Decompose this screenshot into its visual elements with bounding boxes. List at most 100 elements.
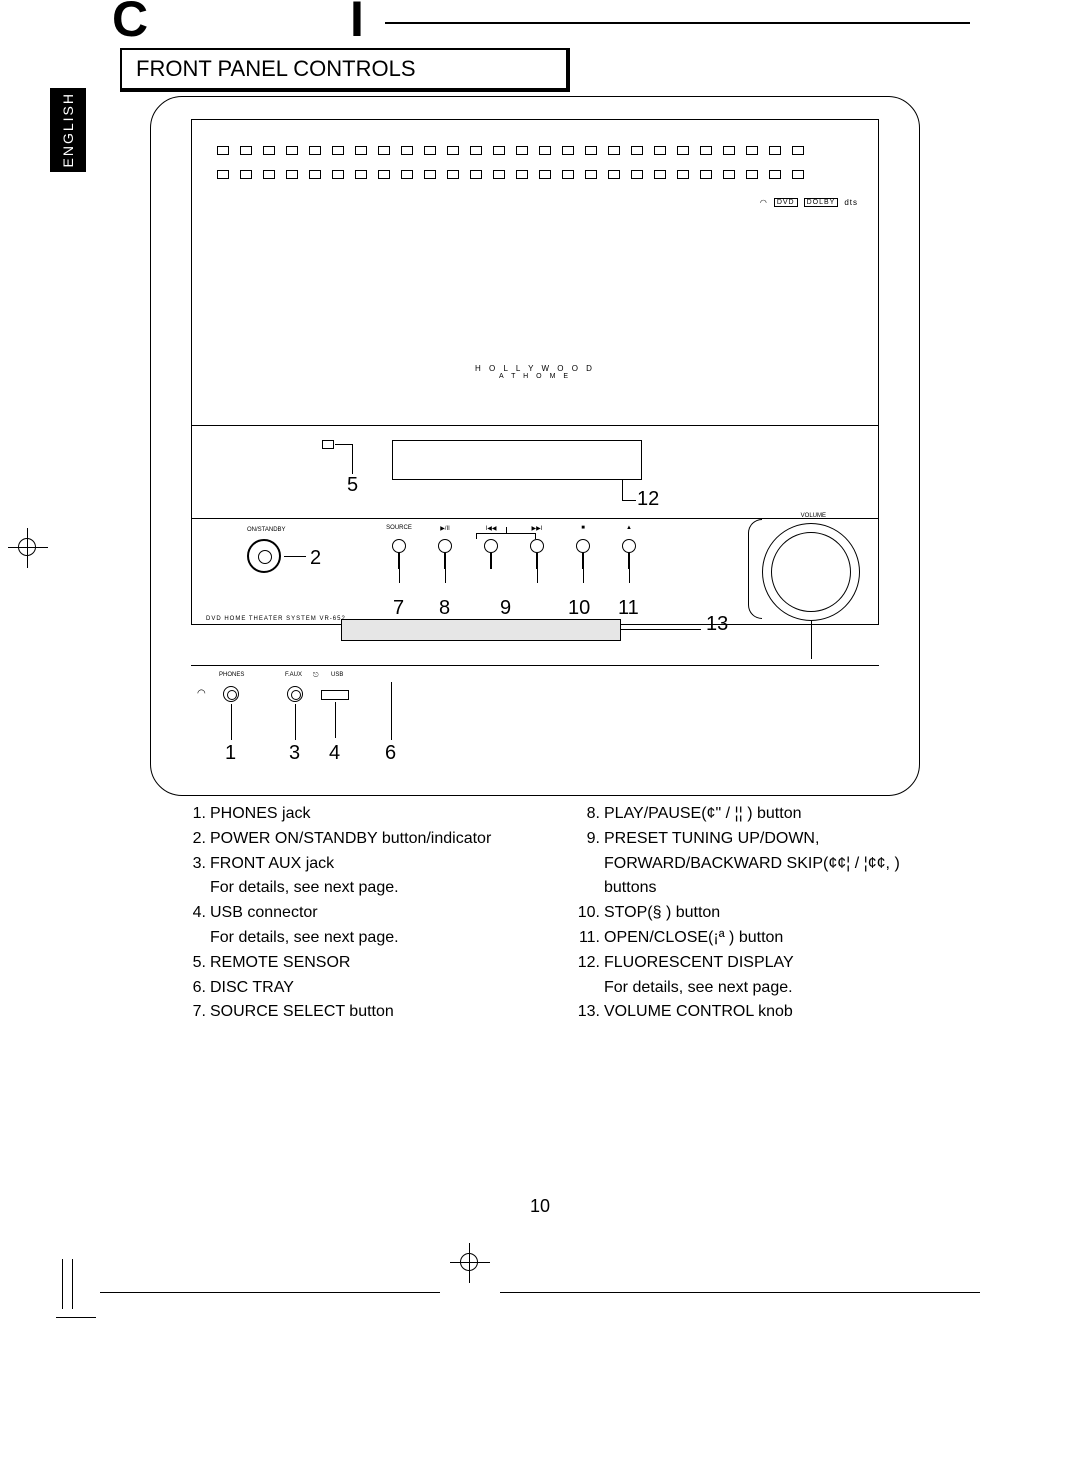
onstandby-button[interactable] [247,539,281,573]
section-heading: FRONT PANEL CONTROLS [120,48,570,92]
lead-line [295,704,296,740]
legend-subline: For details, see next page. [180,876,546,901]
crop-mark-bottom-left [56,1259,96,1329]
callout-9: 9 [500,597,511,620]
language-tab: ENGLISH [50,88,86,172]
callout-7: 7 [393,597,404,620]
brand-line1: H O L L Y W O O D [192,364,878,373]
bottom-rule [500,1292,980,1293]
callout-2: 2 [310,547,321,570]
source-button[interactable]: SOURCE [392,539,406,553]
phones-jack[interactable] [223,686,239,702]
small-button-row: SOURCE ▶/II I◀◀ ▶▶I [392,539,636,553]
legend-item: 7.SOURCE SELECT button [180,1000,546,1025]
lead-line [811,621,812,659]
brand-text: H O L L Y W O O D A T H O M E [192,364,878,380]
disc-tray-slot [341,619,621,641]
volume-label: VOLUME [801,513,826,519]
device-panel: ◠ DVD DOLBY dts H O L L Y W O O D A T H … [150,96,920,796]
page-number: 10 [0,1196,1080,1217]
lead-line [583,569,584,583]
usb-label: USB [331,672,343,678]
headphone-icon: ◠ [197,688,206,699]
callout-3: 3 [289,742,300,765]
ports-row: ◠ PHONES F.AUX ⎋ USB 1 3 4 6 [191,665,879,755]
legend-item: 10.STOP(§ ) button [574,901,940,926]
legend-item: 1.PHONES jack [180,802,546,827]
skip-fwd-button[interactable]: ▶▶I [530,539,544,553]
language-tab-text: ENGLISH [60,92,76,167]
vent-row-2 [217,166,853,184]
play-label: ▶/II [440,525,450,532]
legend-col-right: 8.PLAY/PAUSE(¢" / ¦¦ ) button9.PRESET TU… [574,802,940,1025]
legend-subline: For details, see next page. [180,926,546,951]
faux-label: F.AUX [285,672,302,678]
onstandby-label: ON/STANDBY [247,527,286,533]
legend-item: 11.OPEN/CLOSE(¡ª ) button [574,926,940,951]
source-label: SOURCE [386,525,412,531]
lead-line [506,527,507,533]
play-pause-button[interactable]: ▶/II [438,539,452,553]
device-top-box: ◠ DVD DOLBY dts H O L L Y W O O D A T H … [191,119,879,625]
lead-line [629,569,630,583]
headphone-logo-icon: ◠ [760,198,768,207]
lead-line [335,702,336,738]
legend: 1.PHONES jack2.POWER ON/STANDBY button/i… [180,802,940,1025]
lead-line [537,569,538,583]
callout-13: 13 [706,613,728,636]
legend-item: 9.PRESET TUNING UP/DOWN, [574,827,940,852]
dts-logo: dts [844,198,858,207]
legend-item: 12.FLUORESCENT DISPLAY [574,951,940,976]
dvd-logo: DVD [774,198,798,207]
legend-item: 13.VOLUME CONTROL knob [574,1000,940,1025]
lead-line [352,444,353,474]
callout-5: 5 [347,474,358,497]
legend-item: 4.USB connector [180,901,546,926]
open-label: ▲ [626,525,632,531]
vent-row-1 [217,142,853,160]
fluorescent-display [392,440,642,480]
callout-11: 11 [618,597,639,620]
legend-item: 2.POWER ON/STANDBY button/indicator [180,827,546,852]
legend-subline: FORWARD/BACKWARD SKIP(¢¢¦ / ¦¢¢, ) butto… [574,852,940,902]
volume-knob[interactable] [762,523,860,621]
legend-subline: For details, see next page. [574,976,940,1001]
legend-col-left: 1.PHONES jack2.POWER ON/STANDBY button/i… [180,802,546,1025]
bottom-rule [100,1292,440,1293]
stop-label: ■ [581,525,585,531]
volume-arc [748,519,762,619]
header-letter-left: C [112,0,149,40]
callout-4: 4 [329,742,340,765]
faux-jack[interactable] [287,686,303,702]
next-label: ▶▶I [532,525,543,532]
callout-1: 1 [225,742,236,765]
legend-item: 5.REMOTE SENSOR [180,951,546,976]
header-rule [385,22,970,24]
prev-label: I◀◀ [486,525,497,532]
dolby-logo: DOLBY [804,198,839,207]
header-letter-right: I [350,0,364,40]
legend-item: 8.PLAY/PAUSE(¢" / ¦¦ ) button [574,802,940,827]
stop-button[interactable]: ■ [576,539,590,553]
lead-line [231,704,232,740]
registration-mark-bottom [450,1243,490,1283]
tray-area: 5 12 ON/STANDBY 2 DVD HOME THEATER SYSTE… [192,425,878,624]
lead-line [391,682,392,740]
callout-10: 10 [568,597,590,620]
usb-connector[interactable] [321,690,349,700]
model-text: DVD HOME THEATER SYSTEM VR-652 [206,616,346,622]
skip-back-button[interactable]: I◀◀ [484,539,498,553]
legend-item: 6.DISC TRAY [180,976,546,1001]
usb-icon: ⎋ [313,672,319,680]
phones-label: PHONES [219,672,244,678]
logo-row: ◠ DVD DOLBY dts [760,198,858,207]
lead-line [622,500,636,501]
lead-line [335,444,353,445]
legend-item: 3.FRONT AUX jack [180,852,546,877]
callout-12: 12 [637,488,659,511]
open-close-button[interactable]: ▲ [622,539,636,553]
lead-line [621,629,701,630]
callout-8: 8 [439,597,450,620]
lead-line [399,569,400,583]
registration-mark-left [8,528,48,568]
